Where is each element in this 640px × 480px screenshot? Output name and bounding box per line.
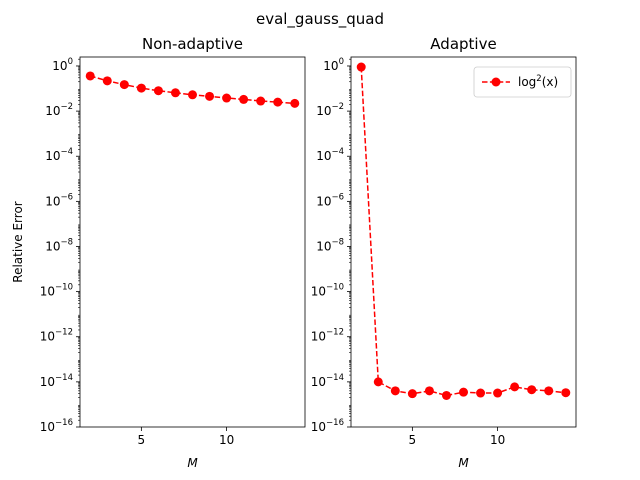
legend-box <box>473 66 572 98</box>
data-point <box>136 83 146 93</box>
data-point <box>561 388 571 398</box>
y-tick-label: 100 <box>323 57 344 73</box>
data-point <box>85 71 95 81</box>
y-tick-label: 10−10 <box>40 283 73 299</box>
data-point <box>119 80 129 90</box>
legend: log2(x) <box>473 66 572 98</box>
x-tick-label: 10 <box>490 433 505 447</box>
x-axis-label: M <box>187 456 198 470</box>
y-axis-label: Relative Error <box>11 201 25 283</box>
legend-marker <box>491 77 501 87</box>
data-point <box>290 98 300 108</box>
y-tick-label: 10−14 <box>311 373 344 389</box>
data-point <box>239 94 249 104</box>
x-axis-label: M <box>458 456 469 470</box>
chart-title: Non-adaptive <box>142 35 243 53</box>
data-point <box>256 96 266 106</box>
y-tick-label: 10−8 <box>45 237 73 253</box>
x-tick-label: 5 <box>409 433 417 447</box>
legend-label: log2(x) <box>518 74 558 89</box>
data-point <box>222 93 232 103</box>
y-tick-label: 10−6 <box>316 192 344 208</box>
y-tick-label: 100 <box>52 57 73 73</box>
y-tick-label: 10−16 <box>311 418 344 434</box>
y-tick-label: 10−4 <box>45 147 73 163</box>
y-tick-label: 10−4 <box>316 147 344 163</box>
y-tick-label: 10−8 <box>316 237 344 253</box>
data-point <box>493 388 503 398</box>
y-tick-label: 10−14 <box>40 373 73 389</box>
data-point <box>527 385 537 395</box>
y-tick-label: 10−6 <box>45 192 73 208</box>
chart-panel-2: Adaptive 5 10 100 10−2 10−4 10−6 10−8 10−10 10−12… <box>311 35 577 470</box>
chart-title: Adaptive <box>430 35 496 53</box>
data-point <box>356 62 366 72</box>
y-tick-label: 10−12 <box>40 328 73 344</box>
data-point <box>153 86 163 96</box>
data-point <box>205 91 215 101</box>
x-tick-label: 5 <box>138 433 146 447</box>
data-point <box>273 97 283 107</box>
data-point <box>373 377 383 387</box>
data-point <box>441 390 451 400</box>
data-point <box>544 386 554 396</box>
data-point <box>510 382 520 392</box>
data-point <box>390 386 400 396</box>
data-point <box>424 386 434 396</box>
y-tick-label: 10−12 <box>311 328 344 344</box>
chart-panel-1: Non-adaptive 5 10 100 10−2 10−4 10−6 10−8 10−10 1… <box>11 35 306 470</box>
figure-suptitle: eval_gauss_quad <box>256 10 384 29</box>
y-tick-label: 10−16 <box>40 418 73 434</box>
axes-frame <box>79 56 306 428</box>
y-tick-label: 10−10 <box>311 283 344 299</box>
y-tick-label: 10−2 <box>316 102 344 118</box>
axes-frame <box>350 56 577 428</box>
data-point <box>476 388 486 398</box>
data-point <box>188 90 197 100</box>
y-tick-label: 10−2 <box>45 102 73 118</box>
chart-panels: Non-adaptive 5 10 100 10−2 10−4 10−6 10−8 10−10 1… <box>11 35 577 470</box>
data-point <box>102 76 112 86</box>
data-point <box>459 387 468 397</box>
data-point <box>407 389 417 399</box>
series-line <box>360 66 566 397</box>
data-point <box>170 88 180 98</box>
x-tick-label: 10 <box>219 433 234 447</box>
